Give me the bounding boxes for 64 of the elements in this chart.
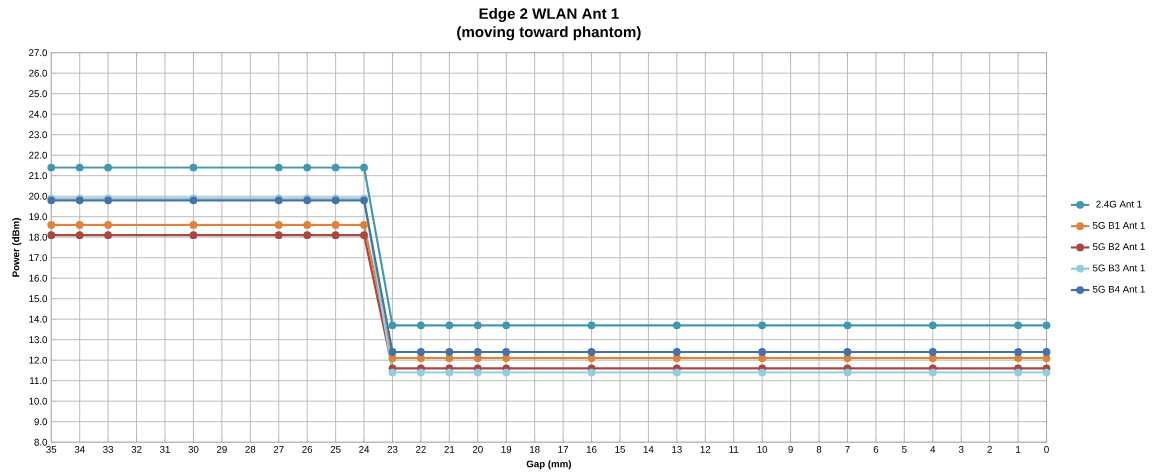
y-tick-label: 20.0 (29, 192, 48, 200)
y-tick-label: 18.0 (29, 233, 48, 241)
y-tick-label: 27.0 (29, 49, 48, 57)
x-tick-label: 12 (700, 446, 711, 453)
x-tick-label: 14 (643, 446, 654, 453)
y-tick-label: 11.0 (30, 377, 48, 385)
legend-label: 5G B1 Ant 1 (1092, 222, 1145, 229)
y-tick-label: 17.0 (29, 254, 48, 262)
x-tick-label: 24 (359, 446, 370, 453)
x-tick-label: 15 (615, 446, 625, 453)
x-tick-label: 35 (46, 446, 57, 453)
x-tick-label: 9 (788, 446, 793, 453)
x-tick-label: 5 (902, 446, 907, 453)
y-tick-label: 8.0 (34, 438, 48, 446)
x-tick-label: 6 (873, 446, 879, 453)
x-tick-label: 17 (558, 446, 568, 453)
x-tick-label: 23 (387, 446, 398, 453)
x-tick-label: 33 (103, 446, 114, 453)
x-tick-label: 7 (845, 446, 850, 453)
x-tick-label: 19 (501, 446, 512, 453)
y-tick-label: 10.0 (29, 397, 48, 405)
x-tick-label: 18 (530, 446, 540, 453)
x-tick-label: 11 (729, 446, 739, 453)
x-tick-label: 34 (74, 446, 85, 453)
x-tick-label: 0 (1044, 446, 1049, 453)
y-tick-label: 25.0 (29, 90, 48, 98)
y-tick-label: 19.0 (29, 213, 48, 221)
y-tick-label: 12.0 (29, 356, 48, 364)
x-tick-label: 21 (444, 446, 455, 453)
y-tick-label: 15.0 (29, 295, 48, 303)
y-tick-label: 13.0 (29, 336, 48, 344)
x-tick-label: 1 (1016, 446, 1021, 453)
y-tick-label: 16.0 (29, 274, 48, 282)
x-tick-label: 4 (930, 446, 936, 453)
y-tick-label: 24.0 (29, 110, 48, 118)
x-tick-label: 20 (472, 446, 483, 453)
x-tick-label: 8 (816, 446, 822, 453)
y-tick-label: 14.0 (29, 315, 48, 323)
x-tick-label: 3 (958, 446, 964, 453)
y-tick-label: 9.0 (34, 418, 48, 426)
x-tick-label: 30 (188, 446, 199, 453)
x-tick-label: 16 (586, 446, 597, 453)
y-tick-label: 23.0 (29, 131, 48, 139)
x-tick-label: 27 (273, 446, 284, 453)
x-tick-label: 10 (757, 446, 768, 453)
x-tick-label: 25 (330, 446, 341, 453)
x-tick-label: 26 (302, 446, 313, 453)
x-tick-label: 28 (245, 446, 256, 453)
x-tick-label: 13 (672, 446, 682, 453)
x-tick-label: 31 (159, 446, 170, 453)
legend-label: 5G B4 Ant 1 (1092, 285, 1145, 293)
legend-label: 5G B2 Ant 1 (1092, 243, 1145, 251)
x-tick-label: 2 (987, 446, 992, 453)
x-tick-label: 29 (216, 446, 227, 453)
y-tick-label: 21.0 (29, 172, 48, 180)
legend-label: 2.4G Ant 1 (1096, 200, 1142, 208)
x-axis-title: Gap (mm) (526, 460, 571, 470)
legend-label: 5G B3 Ant 1 (1092, 264, 1145, 272)
x-tick-label: 32 (131, 446, 142, 453)
y-tick-label: 22.0 (29, 151, 48, 159)
x-tick-label: 22 (416, 446, 426, 453)
y-tick-label: 26.0 (29, 69, 48, 77)
chart-title: Edge 2 WLAN Ant 1 (moving toward phantom) (457, 7, 641, 41)
y-axis-title: Power (dBm) (12, 218, 22, 277)
